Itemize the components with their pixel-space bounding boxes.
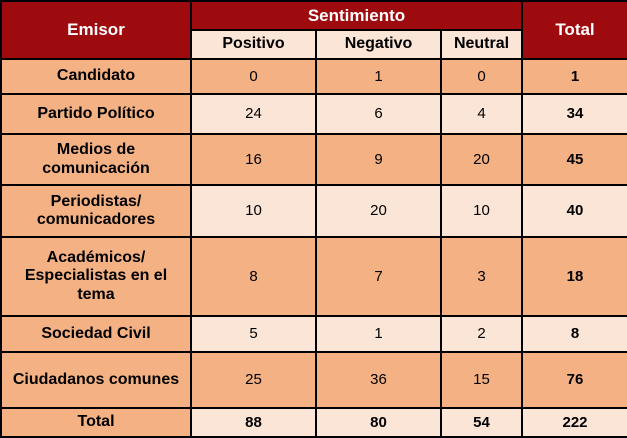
row-label: Medios de comunicación (0, 133, 192, 186)
cell-negativo: 7 (315, 236, 442, 317)
cell-total: 8 (521, 315, 627, 353)
cell-neutral: 20 (440, 133, 523, 186)
subheader-negativo: Negativo (315, 29, 442, 60)
cell-positivo: 10 (190, 184, 317, 238)
cell-total: 45 (521, 133, 627, 186)
cell-total: 18 (521, 236, 627, 317)
cell-positivo: 88 (190, 407, 317, 438)
cell-neutral: 10 (440, 184, 523, 238)
cell-positivo: 25 (190, 351, 317, 409)
cell-neutral: 4 (440, 93, 523, 135)
col-header-total: Total (521, 0, 627, 60)
cell-total: 40 (521, 184, 627, 238)
col-header-emisor: Emisor (0, 0, 192, 60)
cell-negativo: 9 (315, 133, 442, 186)
cell-total: 76 (521, 351, 627, 409)
subheader-neutral: Neutral (440, 29, 523, 60)
row-label: Sociedad Civil (0, 315, 192, 353)
cell-negativo: 20 (315, 184, 442, 238)
cell-neutral: 15 (440, 351, 523, 409)
row-label: Periodistas/ comunicadores (0, 184, 192, 238)
table-row-partido-politico: Partido Político 24 6 4 34 (0, 93, 627, 135)
cell-positivo: 8 (190, 236, 317, 317)
cell-total: 222 (521, 407, 627, 438)
table-row-periodistas-comunicadores: Periodistas/ comunicadores 10 20 10 40 (0, 184, 627, 238)
row-label: Candidato (0, 58, 192, 95)
row-label: Académicos/ Especialistas en el tema (0, 236, 192, 317)
cell-positivo: 16 (190, 133, 317, 186)
cell-positivo: 24 (190, 93, 317, 135)
table-row-sociedad-civil: Sociedad Civil 5 1 2 8 (0, 315, 627, 353)
table-row-totals: Total 88 80 54 222 (0, 407, 627, 438)
cell-total: 1 (521, 58, 627, 95)
cell-negativo: 1 (315, 58, 442, 95)
cell-positivo: 0 (190, 58, 317, 95)
cell-neutral: 2 (440, 315, 523, 353)
table-row-candidato: Candidato 0 1 0 1 (0, 58, 627, 95)
table-row-academicos-especialistas: Académicos/ Especialistas en el tema 8 7… (0, 236, 627, 317)
cell-neutral: 0 (440, 58, 523, 95)
row-label: Total (0, 407, 192, 438)
col-header-sentimiento: Sentimiento (190, 0, 523, 31)
cell-positivo: 5 (190, 315, 317, 353)
row-label: Ciudadanos comunes (0, 351, 192, 409)
cell-neutral: 3 (440, 236, 523, 317)
subheader-positivo: Positivo (190, 29, 317, 60)
cell-negativo: 80 (315, 407, 442, 438)
cell-neutral: 54 (440, 407, 523, 438)
cell-negativo: 6 (315, 93, 442, 135)
row-label: Partido Político (0, 93, 192, 135)
table-row-ciudadanos-comunes: Ciudadanos comunes 25 36 15 76 (0, 351, 627, 409)
table-row-medios-de-comunicacion: Medios de comunicación 16 9 20 45 (0, 133, 627, 186)
cell-total: 34 (521, 93, 627, 135)
cell-negativo: 36 (315, 351, 442, 409)
cell-negativo: 1 (315, 315, 442, 353)
